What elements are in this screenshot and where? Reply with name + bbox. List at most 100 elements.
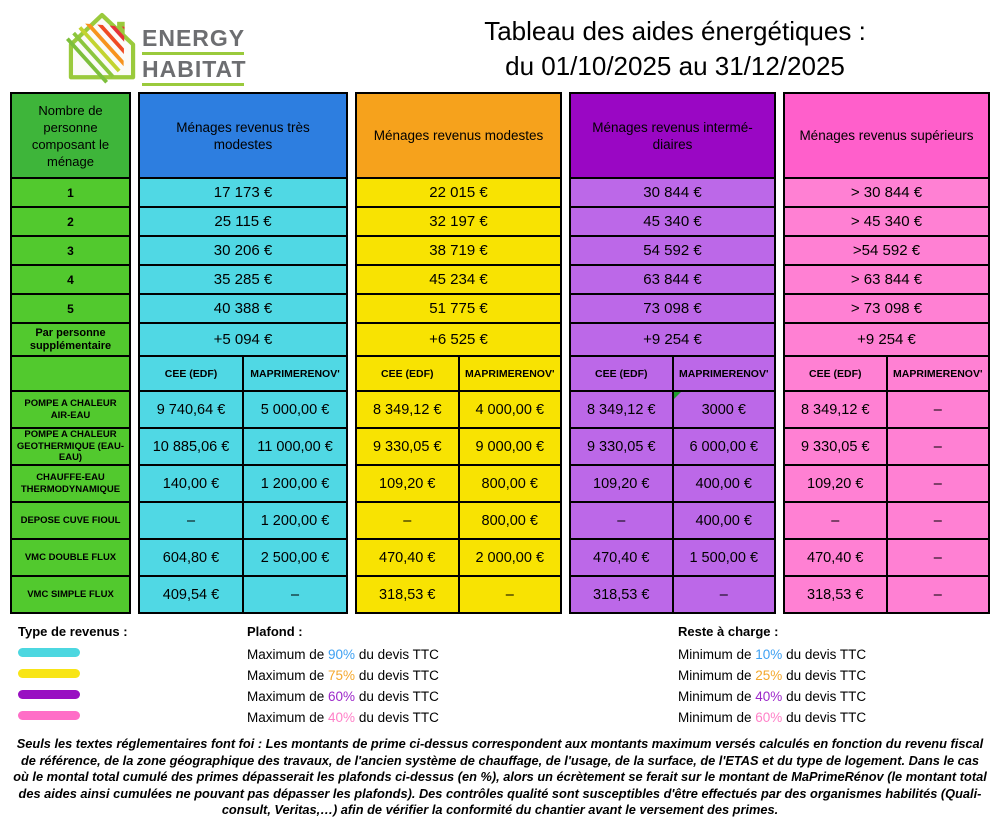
revenue-type-swatch-0 — [18, 648, 80, 657]
income-threshold-cell: 35 285 € — [139, 265, 347, 294]
percentage-value: 40% — [755, 689, 783, 704]
income-group-modestes: Ménages revenus modestes 22 015 €32 197 €… — [355, 92, 562, 614]
cee-aid-cell: 318,53 € — [784, 576, 887, 613]
income-group-header: Ménages revenus très modestes — [139, 93, 347, 178]
percentage-value: 25% — [755, 668, 783, 683]
percentage-value: 60% — [328, 689, 356, 704]
cee-aid-cell: 9 330,05 € — [356, 428, 459, 465]
percentage-value: 60% — [755, 710, 783, 725]
maprimerenov-aid-cell: 6 000,00 € — [672, 428, 775, 465]
logo-word-energy: ENERGY — [142, 25, 246, 51]
maprimerenov-aid-cell: 11 000,00 € — [243, 428, 347, 465]
page-title: Tableau des aides énergétiques : du 01/1… — [430, 14, 920, 84]
cee-aid-cell: 140,00 € — [139, 465, 243, 502]
maprimerenov-aid-cell: 400,00 € — [672, 465, 775, 502]
income-threshold-cell: 30 844 € — [570, 178, 775, 207]
maprimerenov-aid-cell: 5 000,00 € — [243, 391, 347, 428]
cee-aid-cell: 8 349,12 € — [570, 391, 673, 428]
logo-word-habitat: HABITAT — [142, 56, 247, 82]
disclaimer-text: Seuls les textes réglementaires font foi… — [13, 736, 987, 818]
cee-edf-subheader: CEE (EDF) — [570, 356, 673, 391]
maprimerenov-aid-cell: 800,00 € — [458, 502, 561, 539]
income-group-intermediaires: Ménages revenus intermé-diaires 30 844 €4… — [569, 92, 776, 614]
income-threshold-cell: 45 234 € — [356, 265, 561, 294]
legend-revenue-title: Type de revenus : — [18, 624, 128, 639]
maprimerenov-aid-cell: – — [886, 539, 989, 576]
extra-person-amount-cell: +9 254 € — [784, 323, 989, 356]
income-threshold-cell: > 45 340 € — [784, 207, 989, 236]
maprimerenov-subheader: MAPRIMERENOV' — [458, 356, 561, 391]
income-threshold-cell: 63 844 € — [570, 265, 775, 294]
maprimerenov-aid-cell: – — [672, 576, 775, 613]
cee-aid-cell: 8 349,12 € — [784, 391, 887, 428]
cee-aid-cell: 9 330,05 € — [784, 428, 887, 465]
reste-line-2: Minimum de 40% du devis TTC — [678, 689, 867, 704]
logo-underline — [142, 83, 244, 86]
percentage-value: 40% — [328, 710, 356, 725]
maprimerenov-aid-cell: – — [886, 576, 989, 613]
income-threshold-cell: 38 719 € — [356, 236, 561, 265]
reste-line-0: Minimum de 10% du devis TTC — [678, 647, 867, 662]
plafond-line-0: Maximum de 90% du devis TTC — [247, 647, 439, 662]
cee-aid-cell: – — [356, 502, 459, 539]
maprimerenov-subheader: MAPRIMERENOV' — [672, 356, 775, 391]
household-size-5: 5 — [11, 294, 130, 323]
maprimerenov-subheader: MAPRIMERENOV' — [243, 356, 347, 391]
household-size-4: 4 — [11, 265, 130, 294]
cee-aid-cell: 470,40 € — [356, 539, 459, 576]
maprimerenov-aid-cell: 9 000,00 € — [458, 428, 561, 465]
extra-person-amount-cell: +9 254 € — [570, 323, 775, 356]
cee-aid-cell: 604,80 € — [139, 539, 243, 576]
household-column-header: Nombre de personne composant le ménage — [11, 93, 130, 178]
cee-aid-cell: – — [784, 502, 887, 539]
maprimerenov-aid-cell: – — [458, 576, 561, 613]
cee-aid-cell: 9 330,05 € — [570, 428, 673, 465]
income-threshold-cell: 17 173 € — [139, 178, 347, 207]
equipment-label-2: CHAUFFE-EAU THERMODYNAMIQUE — [11, 465, 130, 502]
equipment-label-3: DEPOSE CUVE FIOUL — [11, 502, 130, 539]
percentage-value: 10% — [755, 647, 783, 662]
reste-line-1: Minimum de 25% du devis TTC — [678, 668, 867, 683]
cee-aid-cell: 318,53 € — [570, 576, 673, 613]
equipment-label-1: POMPE A CHALEUR GEOTHERMIQUE (EAU-EAU) — [11, 428, 130, 465]
equipment-label-5: VMC SIMPLE FLUX — [11, 576, 130, 613]
legend-reste-title: Reste à charge : — [678, 624, 779, 639]
left-empty-cell — [11, 356, 130, 391]
cee-aid-cell: – — [139, 502, 243, 539]
household-size-2: 2 — [11, 207, 130, 236]
legend-swatches — [18, 648, 80, 732]
income-threshold-cell: 51 775 € — [356, 294, 561, 323]
revenue-type-swatch-2 — [18, 690, 80, 699]
maprimerenov-aid-cell: – — [886, 502, 989, 539]
percentage-value: 75% — [328, 668, 356, 683]
cee-edf-subheader: CEE (EDF) — [356, 356, 459, 391]
equipment-label-4: VMC DOUBLE FLUX — [11, 539, 130, 576]
cee-edf-subheader: CEE (EDF) — [784, 356, 887, 391]
maprimerenov-aid-cell: 800,00 € — [458, 465, 561, 502]
cee-edf-subheader: CEE (EDF) — [139, 356, 243, 391]
income-group-header: Ménages revenus modestes — [356, 93, 561, 178]
income-threshold-cell: 54 592 € — [570, 236, 775, 265]
plafond-line-2: Maximum de 60% du devis TTC — [247, 689, 439, 704]
logo-underline — [142, 52, 244, 55]
revenue-type-swatch-3 — [18, 711, 80, 720]
plafond-line-3: Maximum de 40% du devis TTC — [247, 710, 439, 725]
maprimerenov-aid-cell: 2 000,00 € — [458, 539, 561, 576]
cee-aid-cell: 109,20 € — [784, 465, 887, 502]
cee-aid-cell: 8 349,12 € — [356, 391, 459, 428]
income-threshold-cell: > 63 844 € — [784, 265, 989, 294]
legend: Type de revenus : Plafond : Maximum de 9… — [0, 622, 1000, 730]
income-threshold-cell: 32 197 € — [356, 207, 561, 236]
maprimerenov-aid-cell-noted: 3000 € — [672, 391, 775, 428]
income-threshold-cell: > 73 098 € — [784, 294, 989, 323]
income-threshold-cell: 73 098 € — [570, 294, 775, 323]
income-group-header: Ménages revenus supérieurs — [784, 93, 989, 178]
extra-person-amount-cell: +6 525 € — [356, 323, 561, 356]
maprimerenov-aid-cell: 1 500,00 € — [672, 539, 775, 576]
maprimerenov-subheader: MAPRIMERENOV' — [886, 356, 989, 391]
income-threshold-cell: 30 206 € — [139, 236, 347, 265]
legend-reste-lines: Minimum de 10% du devis TTC Minimum de 25… — [678, 644, 866, 728]
cee-aid-cell: 409,54 € — [139, 576, 243, 613]
maprimerenov-aid-cell: 2 500,00 € — [243, 539, 347, 576]
income-threshold-cell: 22 015 € — [356, 178, 561, 207]
